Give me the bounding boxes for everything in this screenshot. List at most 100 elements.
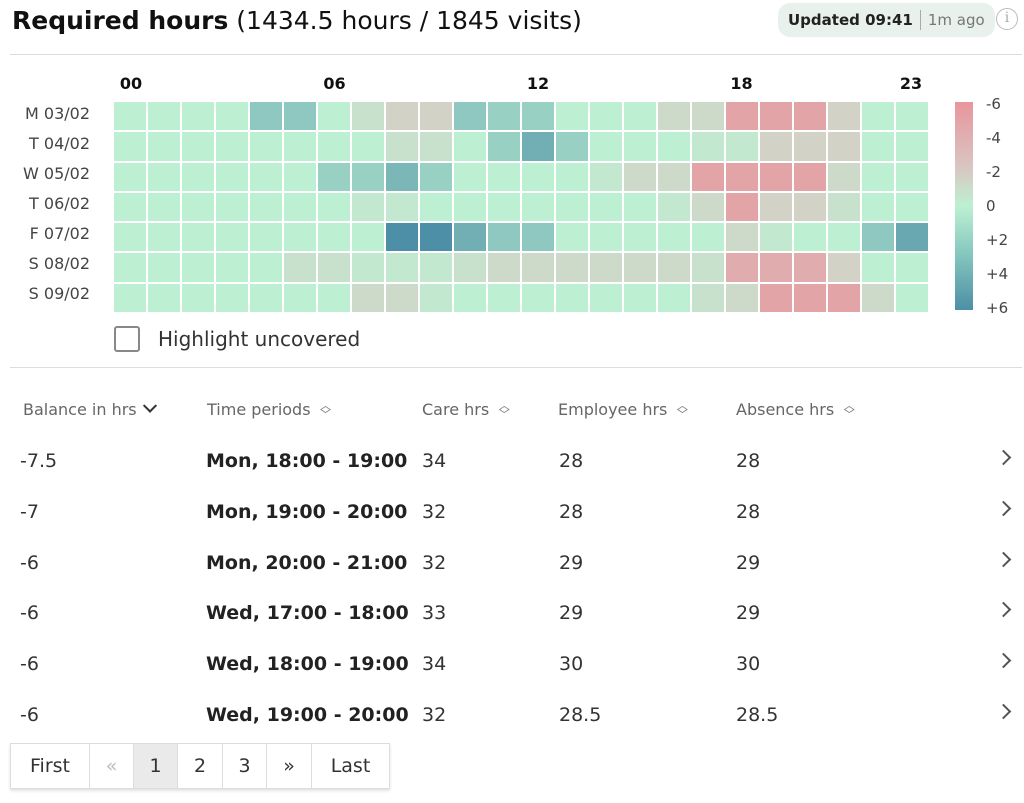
heatmap-cell[interactable] <box>828 223 860 252</box>
heatmap-cell[interactable] <box>216 223 248 252</box>
heatmap-cell[interactable] <box>420 253 452 282</box>
heatmap-cell[interactable] <box>216 132 248 161</box>
heatmap-cell[interactable] <box>182 253 214 282</box>
table-row[interactable]: -7 Mon, 19:00 - 20:00 32 28 28 <box>0 500 1024 551</box>
heatmap-cell[interactable] <box>726 283 758 312</box>
heatmap-cell[interactable] <box>182 102 214 131</box>
heatmap-cell[interactable] <box>760 192 792 222</box>
heatmap-cell[interactable] <box>692 132 724 161</box>
heatmap-cell[interactable] <box>862 223 894 252</box>
heatmap-cell[interactable] <box>760 132 792 161</box>
heatmap-cell[interactable] <box>454 162 486 191</box>
heatmap-cell[interactable] <box>352 192 384 222</box>
col-header-balance[interactable]: Balance in hrs <box>23 398 157 419</box>
heatmap-cell[interactable] <box>488 253 520 282</box>
heatmap-cell[interactable] <box>250 162 282 191</box>
heatmap-cell[interactable] <box>148 283 180 312</box>
heatmap-cell[interactable] <box>590 223 622 252</box>
heatmap-cell[interactable] <box>658 192 690 222</box>
heatmap-cell[interactable] <box>420 223 452 252</box>
heatmap-cell[interactable] <box>148 132 180 161</box>
heatmap-cell[interactable] <box>624 253 656 282</box>
heatmap-cell[interactable] <box>352 102 384 131</box>
heatmap-cell[interactable] <box>148 192 180 222</box>
heatmap-cell[interactable] <box>386 132 418 161</box>
heatmap-cell[interactable] <box>522 192 554 222</box>
heatmap-cell[interactable] <box>284 253 316 282</box>
heatmap-cell[interactable] <box>794 253 826 282</box>
heatmap-cell[interactable] <box>556 102 588 131</box>
heatmap-cell[interactable] <box>556 192 588 222</box>
heatmap-cell[interactable] <box>590 283 622 312</box>
heatmap-cell[interactable] <box>250 192 282 222</box>
heatmap-cell[interactable] <box>794 283 826 312</box>
chevron-right-icon[interactable] <box>995 551 1012 567</box>
heatmap-cell[interactable] <box>216 162 248 191</box>
heatmap-cell[interactable] <box>114 162 146 191</box>
heatmap-cell[interactable] <box>182 162 214 191</box>
heatmap-cell[interactable] <box>590 162 622 191</box>
heatmap-cell[interactable] <box>216 253 248 282</box>
heatmap-cell[interactable] <box>318 102 350 131</box>
heatmap-cell[interactable] <box>862 253 894 282</box>
chevron-right-icon[interactable] <box>995 500 1012 517</box>
heatmap-cell[interactable] <box>352 253 384 282</box>
heatmap-cell[interactable] <box>828 132 860 161</box>
heatmap-cell[interactable] <box>896 283 928 312</box>
heatmap-cell[interactable] <box>114 253 146 282</box>
heatmap-cell[interactable] <box>114 223 146 252</box>
col-header-period[interactable]: Time periods ︿ ﹀ <box>207 400 333 420</box>
heatmap-cell[interactable] <box>114 283 146 312</box>
info-icon[interactable]: i <box>996 8 1018 30</box>
heatmap-cell[interactable] <box>182 132 214 161</box>
heatmap-cell[interactable] <box>454 102 486 131</box>
heatmap-cell[interactable] <box>590 132 622 161</box>
heatmap-cell[interactable] <box>862 162 894 191</box>
heatmap-cell[interactable] <box>658 253 690 282</box>
page-prev-button[interactable]: « <box>90 744 134 788</box>
heatmap-cell[interactable] <box>726 102 758 131</box>
page-1-button[interactable]: 1 <box>134 744 178 788</box>
heatmap-cell[interactable] <box>318 253 350 282</box>
heatmap-cell[interactable] <box>726 223 758 252</box>
heatmap-cell[interactable] <box>726 132 758 161</box>
heatmap-cell[interactable] <box>556 223 588 252</box>
heatmap-cell[interactable] <box>216 192 248 222</box>
heatmap-cell[interactable] <box>658 283 690 312</box>
heatmap-cell[interactable] <box>522 253 554 282</box>
chevron-right-icon[interactable] <box>995 652 1012 669</box>
chevron-right-icon[interactable] <box>995 602 1012 618</box>
heatmap-cell[interactable] <box>590 253 622 282</box>
heatmap-cell[interactable] <box>454 223 486 252</box>
heatmap-cell[interactable] <box>556 283 588 312</box>
heatmap-cell[interactable] <box>182 223 214 252</box>
heatmap-cell[interactable] <box>692 223 724 252</box>
page-3-button[interactable]: 3 <box>223 744 267 788</box>
heatmap-cell[interactable] <box>420 102 452 131</box>
heatmap-cell[interactable] <box>896 223 928 252</box>
heatmap-cell[interactable] <box>284 132 316 161</box>
heatmap-cell[interactable] <box>794 223 826 252</box>
page-2-button[interactable]: 2 <box>178 744 223 788</box>
heatmap-cell[interactable] <box>624 162 656 191</box>
heatmap-cell[interactable] <box>658 132 690 161</box>
heatmap-cell[interactable] <box>250 283 282 312</box>
heatmap-cell[interactable] <box>658 102 690 131</box>
heatmap-cell[interactable] <box>216 102 248 131</box>
heatmap-cell[interactable] <box>556 162 588 191</box>
heatmap-cell[interactable] <box>284 283 316 312</box>
heatmap-cell[interactable] <box>896 192 928 222</box>
heatmap-cell[interactable] <box>624 283 656 312</box>
heatmap-cell[interactable] <box>692 162 724 191</box>
table-row[interactable]: -6 Mon, 20:00 - 21:00 32 29 29 <box>0 551 1024 602</box>
chevron-right-icon[interactable] <box>995 703 1012 720</box>
heatmap-cell[interactable] <box>522 162 554 191</box>
heatmap-cell[interactable] <box>182 283 214 312</box>
heatmap-cell[interactable] <box>760 253 792 282</box>
heatmap-cell[interactable] <box>760 283 792 312</box>
heatmap-cell[interactable] <box>760 223 792 252</box>
heatmap-cell[interactable] <box>352 132 384 161</box>
heatmap-cell[interactable] <box>454 192 486 222</box>
heatmap-cell[interactable] <box>828 162 860 191</box>
heatmap-cell[interactable] <box>216 283 248 312</box>
